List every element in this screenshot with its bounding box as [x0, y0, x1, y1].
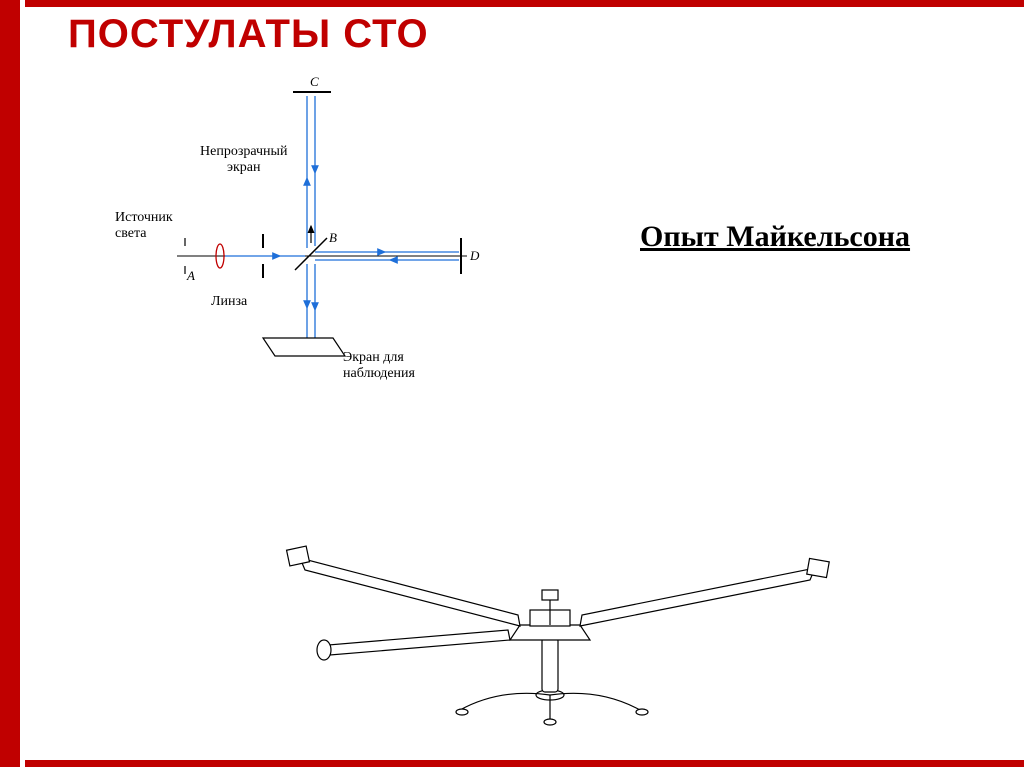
label-lens: Линза [211, 294, 247, 310]
device-svg [250, 440, 870, 740]
point-c: C [310, 74, 319, 90]
accent-bar-left [0, 0, 20, 767]
accent-bar-top [25, 0, 1024, 7]
point-a: A [187, 268, 195, 284]
point-b: B [329, 230, 337, 246]
label-observation-screen: Экран длянаблюдения [343, 350, 415, 382]
experiment-label: Опыт Майкельсона [640, 220, 910, 254]
interferometer-device [250, 440, 870, 740]
label-opaque-screen: Непрозрачныйэкран [200, 144, 287, 176]
label-source: Источниксвета [115, 210, 173, 242]
point-d: D [470, 248, 479, 264]
page-title: ПОСТУЛАТЫ СТО [68, 12, 429, 57]
michelson-diagram: Источниксвета Непрозрачныйэкран Линза Эк… [115, 78, 595, 408]
accent-bar-bottom [25, 760, 1024, 767]
